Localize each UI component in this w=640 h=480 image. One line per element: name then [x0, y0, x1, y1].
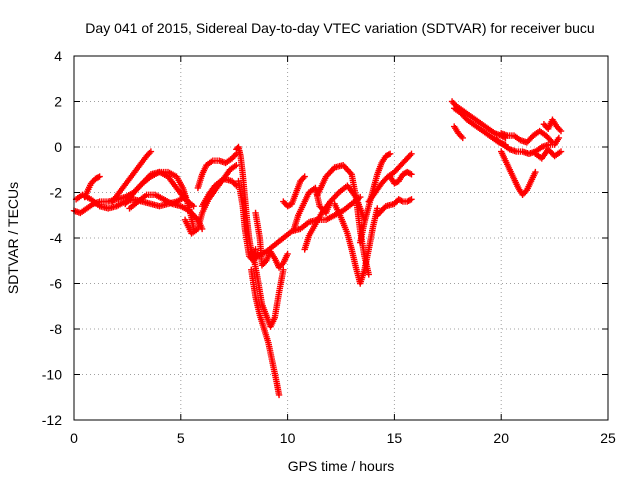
series-arc-ae	[532, 146, 565, 162]
series-arc-af	[540, 116, 565, 135]
series-arc-d	[109, 148, 155, 205]
series-arc-p	[280, 173, 308, 210]
x-tick-label: 10	[280, 430, 296, 446]
data-points	[70, 98, 565, 399]
series-arc-r	[301, 182, 368, 253]
y-tick-label: -10	[42, 367, 62, 383]
data-point	[549, 139, 556, 146]
series-arc-v	[365, 150, 415, 205]
data-point	[280, 266, 287, 274]
x-tick-label: 0	[70, 430, 78, 446]
series-arc-n	[252, 209, 291, 271]
series-arc-ad	[498, 148, 539, 198]
y-axis-title: SDTVAR / TECUs	[5, 182, 21, 294]
x-tick-label: 20	[493, 430, 509, 446]
data-point	[398, 197, 405, 205]
data-point	[386, 150, 394, 158]
series-arc-aa	[451, 123, 466, 142]
data-point	[408, 196, 415, 203]
data-point	[557, 148, 565, 155]
y-tick-label: -4	[50, 230, 63, 246]
data-point	[408, 171, 415, 178]
x-tick-label: 5	[177, 430, 185, 446]
series-arc-k	[235, 177, 261, 264]
chart-title: Day 041 of 2015, Sidereal Day-to-day VTE…	[85, 20, 594, 36]
data-point	[406, 170, 414, 177]
series-arc-g	[181, 162, 240, 237]
series-arc-l	[248, 266, 283, 399]
data-point	[408, 150, 415, 158]
data-point	[190, 202, 197, 210]
series-arc-h	[194, 150, 240, 192]
data-point	[275, 391, 283, 399]
y-tick-label: 4	[54, 48, 62, 64]
series-arc-m	[250, 253, 287, 330]
data-point	[96, 173, 103, 180]
axis-ticks	[73, 55, 609, 421]
data-point	[374, 205, 381, 212]
y-tick-label: -2	[50, 185, 63, 201]
x-tick-label: 15	[387, 430, 403, 446]
data-point	[301, 173, 308, 180]
data-point	[95, 174, 102, 181]
data-point	[406, 196, 414, 204]
y-tick-label: -8	[50, 321, 63, 337]
series-arc-o	[254, 193, 364, 260]
series-arc-ab	[493, 134, 563, 158]
series-arc-x	[386, 168, 415, 187]
data-point	[385, 151, 392, 158]
series-arc-i	[198, 175, 240, 210]
y-tick-label: 0	[54, 139, 62, 155]
x-axis-title: GPS time / hours	[288, 458, 395, 474]
grid	[74, 56, 608, 420]
data-point	[147, 148, 155, 155]
series-arc-s	[314, 162, 372, 278]
data-point	[233, 162, 240, 169]
data-point	[532, 168, 539, 176]
series-arc-t	[331, 200, 381, 287]
tick-labels: 0 5 10 15 20 25 -12 -10 -8 -6 -4 -2 0 2 4	[42, 48, 616, 446]
series-arc-w	[374, 196, 415, 219]
series-arc-c	[81, 173, 103, 201]
data-point	[547, 137, 555, 145]
data-point	[284, 250, 291, 258]
data-point	[252, 246, 259, 253]
y-tick-label: 2	[54, 94, 62, 110]
y-tick-label: -6	[50, 276, 63, 292]
data-point	[459, 134, 466, 142]
data-point	[365, 271, 372, 278]
data-point	[557, 127, 565, 135]
y-tick-label: -12	[42, 412, 62, 428]
data-point	[555, 134, 563, 142]
series-arc-ac	[498, 127, 556, 146]
x-tick-label: 25	[600, 430, 616, 446]
series-arc-u	[357, 150, 394, 246]
